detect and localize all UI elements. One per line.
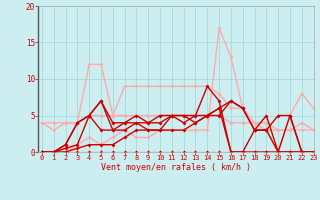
X-axis label: Vent moyen/en rafales ( km/h ): Vent moyen/en rafales ( km/h ) [101,163,251,172]
